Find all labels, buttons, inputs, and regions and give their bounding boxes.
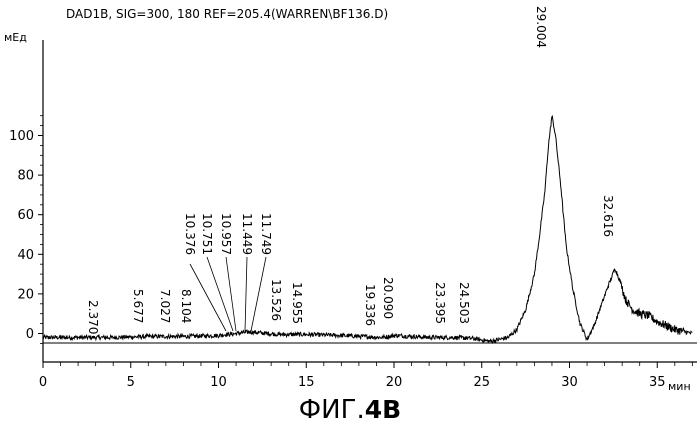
peak-label: 2.370 — [86, 300, 100, 334]
peak-label: 19.336 — [363, 284, 377, 326]
caption-suffix: 4B — [365, 395, 401, 424]
peak-label: 8.104 — [179, 289, 193, 323]
x-tick-label: 25 — [473, 375, 490, 390]
peak-label: 7.027 — [158, 289, 172, 323]
y-tick-label: 100 — [9, 129, 34, 144]
y-tick-label: 40 — [17, 248, 34, 263]
peak-label: 11.749 — [259, 213, 273, 255]
leader-line-10957 — [226, 257, 236, 331]
peak-label: 23.395 — [433, 282, 447, 324]
figure-caption: ФИГ.4B — [299, 395, 401, 425]
peak-label: 14.955 — [290, 282, 304, 324]
x-unit-label: мин — [668, 380, 691, 393]
x-tick-label: 15 — [298, 375, 315, 390]
peak-label: 13.526 — [269, 279, 283, 321]
leader-line-10376 — [190, 264, 226, 331]
peak-label: 5.677 — [131, 289, 145, 323]
x-tick-group: 0 5 10 15 20 25 30 35 — [39, 362, 692, 390]
x-tick-label: 35 — [649, 375, 666, 390]
y-tick-group: 0 20 40 60 80 100 — [9, 116, 43, 344]
y-tick-label: 20 — [17, 287, 34, 302]
x-tick-label: 30 — [561, 375, 578, 390]
peak-label: 11.449 — [240, 213, 254, 255]
leader-line-11749 — [251, 257, 266, 331]
leader-lines — [190, 257, 266, 331]
plot-area: мЕд мин 0 20 40 60 80 100 0 5 10 15 20 25 30 35 2.37… — [4, 6, 697, 393]
peak-label: 29.004 — [534, 6, 548, 48]
y-unit-label: мЕд — [4, 31, 27, 44]
x-tick-label: 0 — [39, 375, 47, 390]
peak-label: 10.751 — [200, 213, 214, 255]
x-tick-label: 5 — [127, 375, 135, 390]
x-tick-label: 20 — [386, 375, 403, 390]
y-tick-label: 80 — [17, 169, 34, 184]
peak-label: 20.090 — [381, 277, 395, 319]
caption-prefix: ФИГ. — [299, 395, 365, 425]
peak-label: 10.957 — [219, 213, 233, 255]
y-tick-label: 60 — [17, 208, 34, 223]
y-tick-label: 0 — [26, 327, 34, 342]
peak-label: 24.503 — [457, 282, 471, 324]
peak-label: 10.376 — [183, 213, 197, 255]
leader-line-11449 — [245, 257, 247, 331]
chart-header: DAD1B, SIG=300, 180 REF=205.4(WARREN\BF1… — [66, 7, 388, 21]
peak-label: 32.616 — [601, 195, 615, 237]
x-tick-label: 10 — [210, 375, 227, 390]
